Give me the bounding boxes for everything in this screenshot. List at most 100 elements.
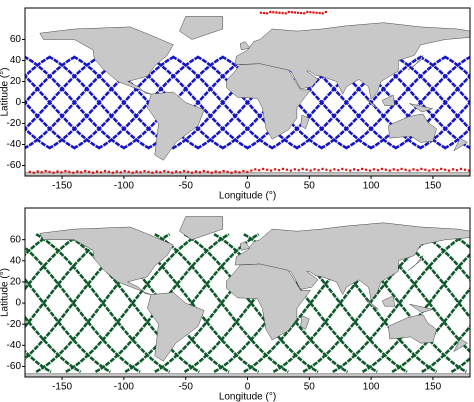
- x-tick-label: -100: [114, 382, 134, 393]
- red-point: [412, 168, 415, 171]
- red-point: [262, 11, 266, 15]
- red-point: [337, 169, 340, 172]
- red-point: [202, 169, 205, 173]
- x-tick-label: 100: [363, 382, 380, 393]
- land: [234, 22, 470, 100]
- red-point: [36, 170, 39, 173]
- y-tick-label: 40: [10, 55, 22, 66]
- red-point: [309, 169, 312, 172]
- red-point: [285, 168, 289, 171]
- x-tick-label: 0: [245, 382, 251, 393]
- red-point: [315, 11, 318, 14]
- red-point: [451, 168, 455, 171]
- red-point: [396, 169, 399, 172]
- red-point: [151, 171, 154, 174]
- red-point: [179, 171, 182, 174]
- red-point: [250, 169, 253, 172]
- y-tick-label: 0: [15, 298, 21, 309]
- red-point: [321, 12, 324, 15]
- ground-track: [421, 233, 470, 282]
- x-tick-label: -150: [52, 382, 72, 393]
- land: [300, 315, 310, 330]
- x-axis-label: Longitude (°): [219, 191, 276, 202]
- red-point: [459, 167, 463, 171]
- red-point: [143, 169, 146, 173]
- red-point: [238, 171, 241, 174]
- red-point: [284, 12, 287, 15]
- red-point: [303, 12, 306, 15]
- red-point: [287, 10, 290, 14]
- red-point: [368, 169, 372, 172]
- ground-track: [443, 55, 470, 79]
- red-point: [258, 169, 261, 172]
- red-point: [266, 168, 269, 171]
- ground-track: [443, 126, 470, 150]
- red-point: [147, 170, 150, 173]
- red-point: [40, 171, 43, 174]
- land: [226, 263, 312, 341]
- red-point: [218, 171, 221, 174]
- x-tick-label: 150: [425, 382, 442, 393]
- y-tick-label: -40: [7, 340, 22, 351]
- red-point: [384, 168, 387, 171]
- y-tick-label: -20: [7, 319, 22, 330]
- plot-area: [25, 8, 470, 176]
- red-point: [436, 169, 439, 172]
- land: [239, 41, 251, 51]
- red-point: [230, 171, 233, 174]
- red-point: [269, 10, 272, 14]
- land: [147, 91, 205, 161]
- red-point: [64, 169, 67, 173]
- red-point: [111, 171, 114, 174]
- land: [300, 114, 310, 130]
- land: [226, 63, 312, 140]
- red-point: [420, 167, 423, 171]
- red-point: [44, 169, 47, 173]
- red-point: [84, 169, 87, 173]
- red-point: [131, 171, 134, 174]
- red-point: [28, 170, 31, 173]
- land: [408, 255, 424, 271]
- y-tick-label: 60: [10, 234, 22, 245]
- x-tick-label: -50: [178, 181, 193, 192]
- red-point: [392, 168, 395, 171]
- red-point: [293, 11, 297, 14]
- y-tick-label: 20: [10, 76, 22, 87]
- land: [453, 338, 468, 353]
- y-tick-label: 0: [15, 97, 21, 108]
- red-point: [400, 167, 403, 171]
- red-point: [278, 11, 281, 14]
- land: [147, 292, 205, 362]
- land: [25, 172, 470, 176]
- land: [409, 103, 433, 113]
- red-point: [163, 169, 166, 173]
- ground-track: [25, 100, 77, 150]
- red-point: [52, 171, 55, 174]
- red-point: [455, 169, 459, 172]
- red-point: [262, 167, 265, 171]
- x-tick-label: 50: [304, 382, 316, 393]
- red-point: [296, 11, 300, 14]
- x-tick-label: 0: [245, 181, 251, 192]
- red-point: [91, 171, 95, 174]
- red-point: [289, 169, 292, 172]
- red-point: [309, 11, 312, 14]
- red-point: [119, 171, 122, 174]
- red-point: [467, 169, 470, 172]
- red-point: [447, 169, 451, 172]
- ground-track: [25, 55, 77, 105]
- red-point: [293, 168, 296, 171]
- y-tick-label: -60: [7, 361, 22, 372]
- plot-area: [25, 208, 470, 377]
- red-point: [226, 170, 229, 173]
- land: [409, 303, 433, 313]
- land: [381, 295, 395, 307]
- red-point: [272, 11, 275, 14]
- y-tick-label: -60: [7, 160, 22, 171]
- red-point: [300, 11, 303, 15]
- red-point: [135, 170, 138, 173]
- red-point: [318, 11, 321, 15]
- red-point: [76, 170, 79, 173]
- red-point: [206, 170, 209, 173]
- red-point: [48, 170, 51, 173]
